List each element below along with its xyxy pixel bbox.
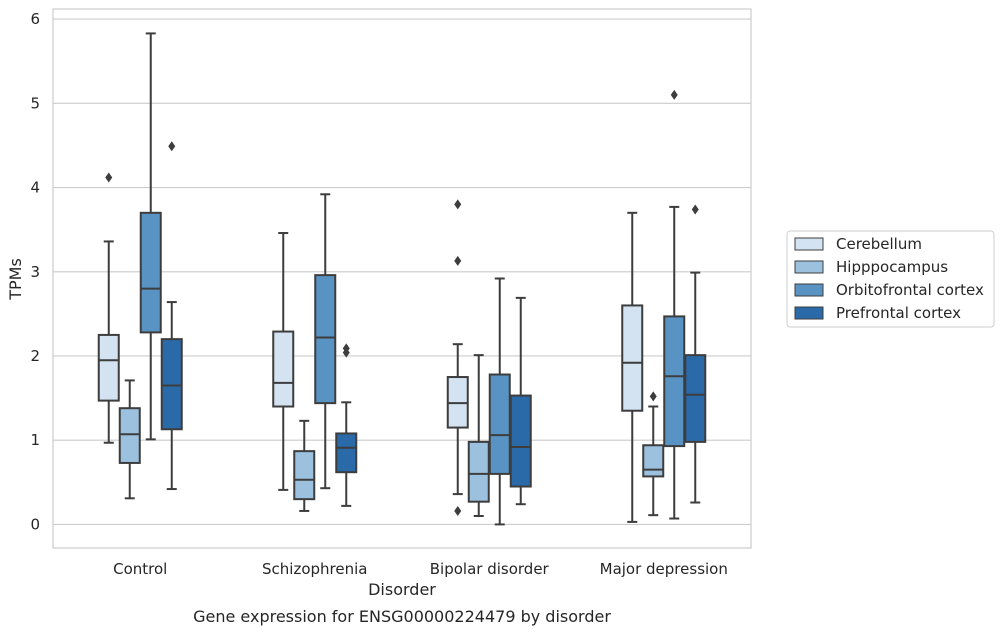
box-hipppocampus <box>293 419 316 512</box>
legend-label: Prefrontal cortex <box>836 304 961 322</box>
box-iqr <box>272 330 295 408</box>
outlier-point <box>454 255 462 266</box>
box-iqr <box>335 432 358 474</box>
box-prefrontal-cortex <box>509 296 532 506</box>
outlier-point <box>454 505 462 516</box>
y-tick-label: 3 <box>30 263 40 281</box>
box-prefrontal-cortex <box>160 141 183 491</box>
box-iqr <box>509 394 532 488</box>
y-tick-label: 2 <box>30 347 40 365</box>
y-axis-ticks: 0 1 2 3 4 5 6 <box>30 10 40 533</box>
box-iqr <box>97 333 120 402</box>
legend-label: Hipppocampus <box>836 258 948 276</box>
box-orbitofrontal-cortex <box>663 89 686 520</box>
box-iqr <box>621 304 644 412</box>
box-iqr <box>139 211 162 334</box>
box-iqr <box>118 407 141 464</box>
outlier-point <box>342 343 350 354</box>
box-iqr <box>467 440 490 503</box>
box-orbitofrontal-cortex <box>139 32 162 441</box>
outlier-point <box>649 391 657 402</box>
outlier-point <box>105 172 113 183</box>
x-tick-label: Bipolar disorder <box>430 560 550 578</box>
box-cerebellum <box>97 172 120 444</box>
box-prefrontal-cortex <box>684 204 707 504</box>
y-tick-label: 6 <box>30 10 40 28</box>
y-tick-label: 0 <box>30 515 40 533</box>
legend-frame <box>786 230 995 328</box>
x-tick-label: Schizophrenia <box>262 560 367 578</box>
x-axis-title: Disorder <box>368 580 436 599</box>
x-axis-ticks: Control Schizophrenia Bipolar disorder Majo… <box>113 560 728 578</box>
legend-label: Cerebellum <box>836 235 922 253</box>
boxes-layer <box>97 32 707 526</box>
box-iqr <box>642 444 665 478</box>
box-iqr <box>684 354 707 443</box>
box-cerebellum <box>621 211 644 523</box>
box-hipppocampus <box>467 354 490 517</box>
y-tick-label: 4 <box>30 179 40 197</box>
legend-swatch <box>794 283 824 297</box>
legend-swatch <box>794 306 824 320</box>
box-hipppocampus <box>118 379 141 500</box>
box-iqr <box>663 315 686 448</box>
y-tick-label: 1 <box>30 431 40 449</box>
legend-label: Orbitofrontal cortex <box>836 281 984 299</box>
box-iqr <box>314 274 337 405</box>
box-hipppocampus <box>642 391 665 517</box>
legend-items: Cerebellum Hipppocampus Orbitofrontal cort… <box>794 235 984 322</box>
box-iqr <box>160 338 183 431</box>
box-iqr <box>488 373 511 475</box>
legend-swatch <box>794 260 824 274</box>
legend: Cerebellum Hipppocampus Orbitofrontal cort… <box>786 230 995 328</box>
outlier-point <box>454 199 462 210</box>
box-orbitofrontal-cortex <box>314 193 337 490</box>
chart-title: Gene expression for ENSG00000224479 by d… <box>193 607 611 626</box>
box-cerebellum <box>446 199 469 516</box>
box-cerebellum <box>272 232 295 491</box>
outlier-point <box>670 89 678 100</box>
box-iqr <box>293 450 316 501</box>
y-tick-label: 5 <box>30 94 40 112</box>
legend-swatch <box>794 237 824 251</box>
plot-frame <box>52 8 752 549</box>
y-axis-title: TPMs <box>6 258 25 301</box>
outlier-point <box>168 141 176 152</box>
box-prefrontal-cortex <box>335 343 358 507</box>
x-tick-label: Major depression <box>600 560 728 578</box>
box-orbitofrontal-cortex <box>488 277 511 526</box>
outlier-point <box>691 204 699 215</box>
x-tick-label: Control <box>113 560 167 578</box>
